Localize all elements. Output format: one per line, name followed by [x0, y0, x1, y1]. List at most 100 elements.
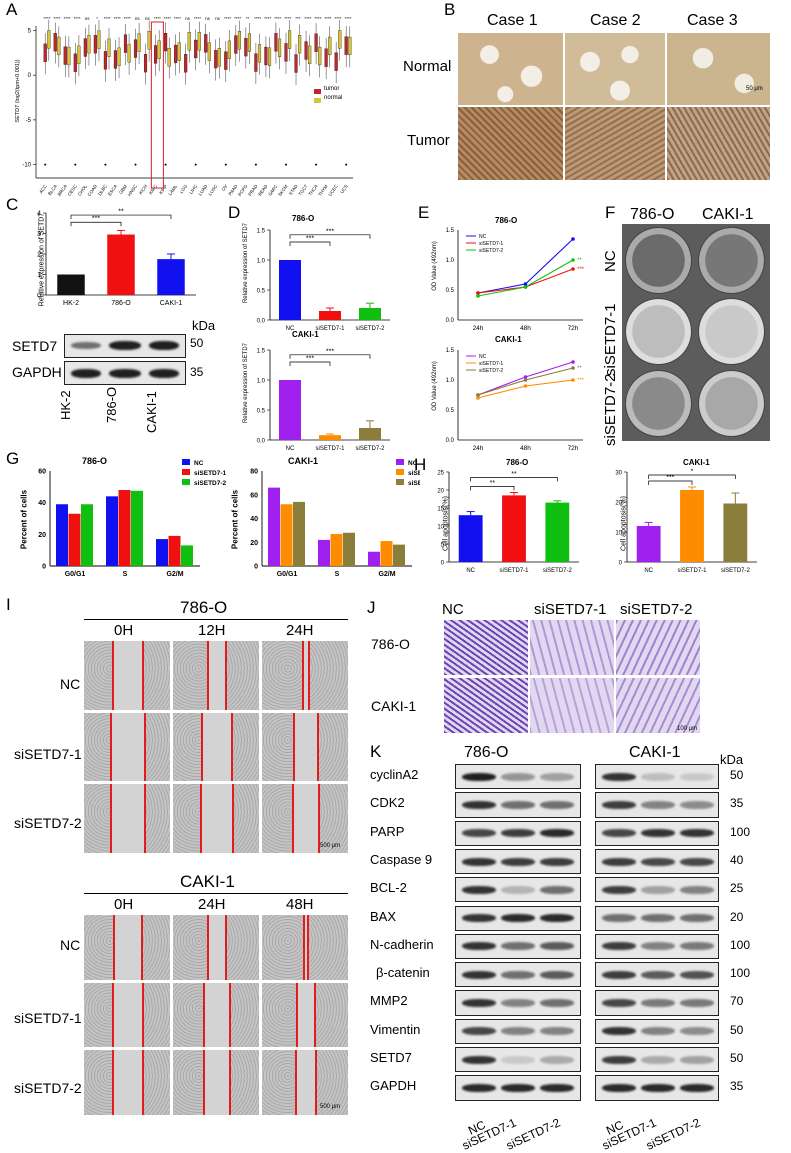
panel-k-marker-10: 50 [730, 1051, 744, 1065]
d-top-sig-label: *** [326, 228, 334, 235]
a-sig-label: **** [254, 16, 261, 21]
e-top-ytick-label: 0.5 [446, 288, 455, 294]
c-ytick-label: 4 [37, 211, 41, 218]
g-left-bar [106, 496, 118, 566]
g-left-cat-label: S [123, 571, 128, 578]
a-box-tumor [83, 38, 87, 57]
wound-caki1-wound-edge-line [228, 982, 231, 1048]
band [462, 800, 496, 809]
band [602, 942, 636, 951]
a-ytick-label: 5 [28, 28, 32, 34]
panel-k-label-10: SETD7 [370, 1050, 412, 1065]
wound-786o-wound-edge-line [141, 641, 144, 710]
c-cat-label: CAKI-1 [160, 300, 183, 307]
d-bottom-bar [279, 380, 301, 440]
a-kirc-highlight [150, 21, 164, 189]
h-right-cat-label: siSETD7-1 [677, 568, 707, 574]
ihc-tumor-case3 [667, 107, 770, 180]
g-right-bar [368, 551, 380, 566]
h-right-sig-bracket [648, 474, 736, 479]
c-sig-label: *** [92, 216, 100, 223]
a-sig-label: *** [295, 16, 301, 21]
band [540, 772, 574, 781]
panel-g-title-left: 786-O [82, 456, 108, 466]
legend-normal-label: normal [324, 95, 343, 101]
a-box-tumor [274, 33, 278, 52]
colony-786o-si2 [625, 370, 692, 437]
band [602, 999, 636, 1008]
c-ytick-label: 1 [37, 272, 41, 279]
panel-k-label-1: CDK2 [370, 795, 405, 811]
a-box-normal [257, 44, 262, 63]
h-right-ytick-label: 0 [619, 561, 623, 567]
e-bottom-series-point [523, 375, 528, 379]
wound-caki1-wound-edge-line [141, 1050, 144, 1115]
g-right-legend-swatch [396, 469, 404, 475]
a-cancer-label: ACC [38, 183, 48, 194]
wound-caki1-wound-edge-line [313, 982, 316, 1048]
panel-k-label-9: Vimentin [370, 1021, 421, 1037]
wound-healing-786o-grid [84, 641, 348, 853]
a-cancer-label: COAD [86, 183, 98, 197]
d-bottom-sig-label: *** [326, 348, 334, 355]
colony-786o-nc [625, 227, 692, 294]
panel-k-label-7: β-catenin [376, 965, 430, 981]
wound-786o-wound-edge-line [144, 784, 147, 853]
c-bar [107, 234, 135, 295]
a-sig-label: ns [185, 16, 191, 21]
g-right-ytick-label: 60 [250, 492, 258, 499]
wound-caki1-wound-edge-line [296, 982, 299, 1048]
g-right-ytick-label: 40 [250, 516, 258, 523]
panel-k-blot-caki1-3 [595, 848, 719, 875]
g-right-cat-label: G0/G1 [277, 571, 298, 578]
legend-tumor-label: tumor [324, 86, 340, 92]
g-right-bar [380, 541, 393, 566]
wound-caki1-wound-edge-line [302, 915, 305, 980]
a-box-tumor [133, 39, 138, 58]
g-left-bar [118, 490, 131, 566]
d-bottom-sig-bracket [289, 354, 371, 359]
a-cancer-label: LAML [167, 183, 178, 196]
panel-h-ylabel-left: Cell apoptosis(%) [442, 496, 450, 551]
band [680, 942, 714, 951]
band [680, 772, 714, 781]
d-top-bar [319, 311, 341, 320]
panel-k-marker-7: 100 [730, 966, 751, 981]
wound-786o-wound-area [292, 712, 318, 782]
e-top-legend-label: siSETD7-1 [479, 241, 503, 247]
h-left-ytick-label: 15 [437, 507, 444, 513]
panel-k-blot-786o-8 [455, 990, 581, 1016]
a-box-tumor [214, 50, 218, 69]
panel-k-blot-786o-10 [455, 1047, 581, 1073]
colony-caki1-nc [698, 227, 765, 294]
ihc-tumor-case1 [458, 107, 563, 180]
a-cancer-label: LIHC [188, 183, 198, 195]
wound-786o-wound-edge-line [232, 784, 235, 853]
a-cancer-label: PRAD [247, 183, 259, 197]
h-left-ytick-label: 5 [441, 543, 445, 549]
wound-786o-wound-area [207, 641, 225, 710]
band [641, 885, 675, 894]
a-box-tumor [264, 46, 268, 66]
transwell-image-r0-c2 [616, 620, 700, 675]
panel-i-scale-top: 500 μm [320, 843, 341, 849]
band [462, 1055, 496, 1064]
band [501, 772, 535, 781]
a-box-tumor [63, 46, 67, 65]
a-sig-label: **** [154, 16, 161, 21]
wound-786o-image-r1-c1 [173, 712, 259, 782]
a-box-normal [157, 40, 161, 59]
h-left-sig-label: ** [490, 480, 496, 487]
e-bottom-series-point [523, 378, 528, 382]
g-left-ytick-label: 40 [38, 500, 46, 507]
a-box-normal [207, 42, 211, 61]
g-right-cat-label: S [335, 571, 340, 578]
a-cancer-label: KIRC [148, 183, 159, 195]
panel-i-bottom-time-48h: 48H [286, 896, 314, 913]
panel-a-boxplot: 50-5-10****ACC****BLCA****BRCA****CESCns… [22, 16, 353, 197]
panel-k-label-11: GAPDH [370, 1078, 417, 1094]
panel-i-bottom-time-0h: 0H [114, 896, 134, 913]
a-sig-label: **** [344, 16, 351, 21]
panel-k-marker-4: 25 [730, 881, 744, 896]
